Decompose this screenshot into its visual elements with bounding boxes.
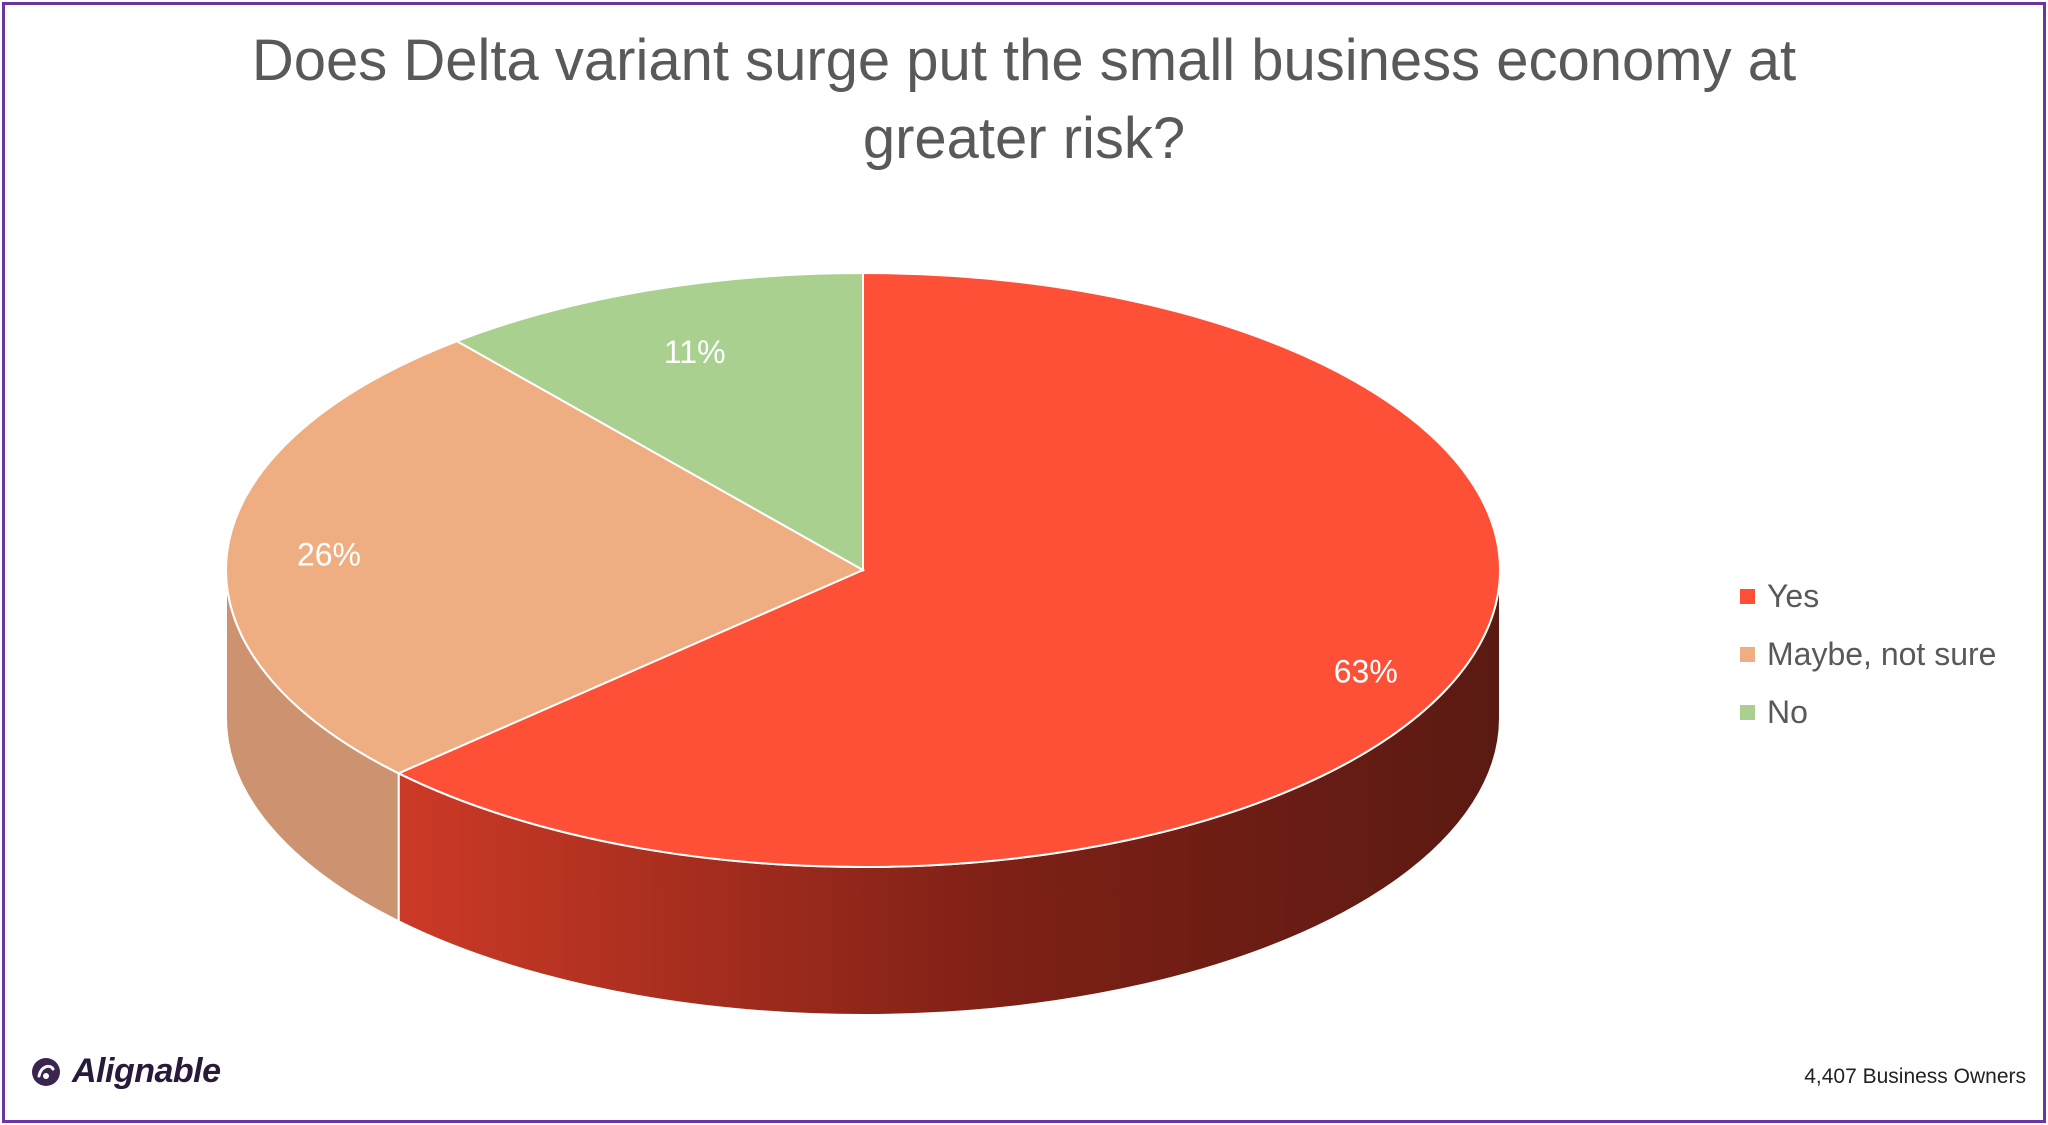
legend-item-yes: Yes [1740,567,1996,625]
legend-label-no: No [1767,693,1808,730]
pie-slice-yes [396,271,1501,868]
legend-label-maybe: Maybe, not sure [1767,635,1997,672]
alignable-logo: Alignable [30,1052,221,1091]
legend-swatch-no [1740,704,1755,720]
legend-item-maybe: Maybe, not sure [1740,625,1996,683]
data-label-yes: 63% [1334,653,1398,689]
pie-slice-maybe [225,340,866,775]
brand-name: Alignable [72,1052,221,1090]
legend-label-yes: Yes [1767,577,1820,614]
legend-item-no: No [1740,683,1996,741]
legend-swatch-yes [1740,588,1755,604]
chart-title-line-2: greater risk? [862,106,1186,171]
data-label-no: 11% [664,334,726,370]
data-label-maybe: 26% [297,536,361,572]
chart-title: Does Delta variant surge put the small b… [0,22,2048,178]
legend: Yes Maybe, not sure No [1740,567,1996,741]
chart-title-line-1: Does Delta variant surge put the small b… [251,28,1797,93]
legend-swatch-maybe [1740,646,1755,662]
alignable-logo-icon [32,1057,60,1086]
respondent-count: 4,407 Business Owners [1804,1065,2026,1088]
pie-slice-no [454,271,864,572]
